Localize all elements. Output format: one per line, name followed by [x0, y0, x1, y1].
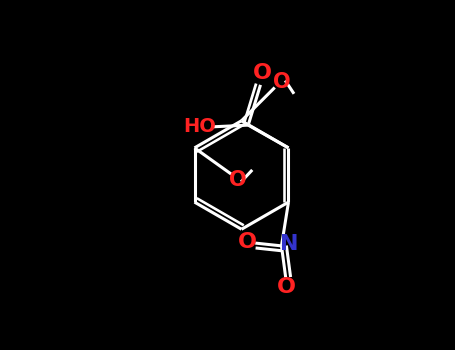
Text: O: O	[238, 232, 257, 252]
Text: N: N	[280, 234, 298, 254]
Text: O: O	[229, 170, 247, 190]
Text: O: O	[273, 72, 291, 92]
Text: O: O	[253, 63, 272, 83]
Text: HO: HO	[183, 117, 216, 136]
Text: O: O	[277, 277, 296, 297]
